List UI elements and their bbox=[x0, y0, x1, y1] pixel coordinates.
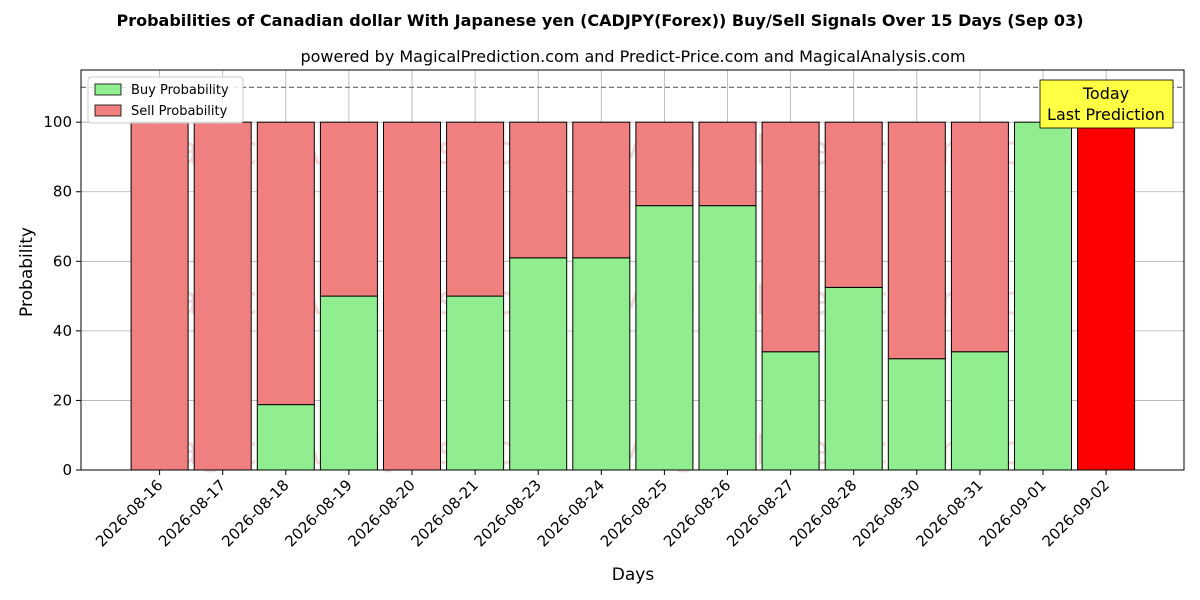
x-tick-label: 2026-08-23 bbox=[471, 476, 545, 550]
y-tick-label: 100 bbox=[43, 113, 72, 131]
chart-subtitle: powered by MagicalPrediction.com and Pre… bbox=[300, 47, 965, 66]
legend: Buy Probability Sell Probability bbox=[87, 76, 244, 124]
y-axis-label: Probability bbox=[17, 227, 37, 317]
annotation-line1: Today bbox=[1082, 84, 1129, 103]
x-tick-label: 2026-08-25 bbox=[597, 476, 671, 550]
bar-sell-2026-08-31 bbox=[950, 121, 1009, 353]
x-tick-label: 2026-08-28 bbox=[786, 476, 860, 550]
plot-frame bbox=[80, 69, 1185, 471]
x-tick-layer: 2026-08-162026-08-172026-08-182026-08-19… bbox=[92, 470, 1113, 550]
bar-sell-2026-09-02 bbox=[1077, 121, 1136, 471]
bar-sell-2026-08-25 bbox=[635, 121, 694, 207]
x-tick-label: 2026-08-18 bbox=[218, 476, 292, 550]
x-tick-label: 2026-08-31 bbox=[912, 476, 986, 550]
legend-swatch-sell bbox=[94, 104, 122, 117]
bar-sell-2026-08-16 bbox=[130, 121, 189, 471]
x-tick-label: 2026-08-20 bbox=[344, 476, 418, 550]
bar-buy-2026-08-26 bbox=[698, 205, 757, 471]
y-tick-label: 40 bbox=[53, 322, 72, 340]
x-tick-label: 2026-08-26 bbox=[660, 476, 734, 550]
bar-layer bbox=[130, 121, 1136, 471]
legend-label-sell: Sell Probability bbox=[131, 104, 228, 119]
bar-buy-2026-08-21 bbox=[446, 295, 505, 471]
bar-sell-2026-08-26 bbox=[698, 121, 757, 207]
y-tick-label: 80 bbox=[53, 183, 72, 201]
y-tick-label: 20 bbox=[53, 391, 72, 409]
bar-buy-2026-08-31 bbox=[950, 351, 1009, 471]
bar-buy-2026-09-01 bbox=[1014, 121, 1072, 471]
bar-sell-2026-08-30 bbox=[887, 121, 946, 360]
annotation-box bbox=[1039, 79, 1174, 129]
legend-swatch-buy bbox=[94, 83, 122, 96]
annotation-line2: Last Prediction bbox=[1047, 105, 1165, 124]
bar-sell-2026-08-27 bbox=[761, 121, 820, 353]
bar-sell-2026-08-28 bbox=[824, 121, 883, 288]
x-tick-label: 2026-08-19 bbox=[281, 476, 355, 550]
y-tick-label: 0 bbox=[62, 461, 72, 479]
x-tick-label: 2026-08-17 bbox=[155, 476, 229, 550]
bar-sell-2026-08-24 bbox=[572, 121, 631, 259]
bar-buy-2026-08-27 bbox=[761, 351, 820, 471]
x-axis-label: Days bbox=[612, 565, 655, 585]
x-tick-label: 2026-08-21 bbox=[408, 476, 482, 550]
bar-buy-2026-08-28 bbox=[824, 286, 883, 471]
x-tick-label: 2026-09-01 bbox=[975, 476, 1049, 550]
bar-sell-2026-08-18 bbox=[256, 121, 315, 406]
legend-box bbox=[87, 76, 244, 124]
bar-sell-2026-08-17 bbox=[193, 121, 252, 471]
x-tick-label: 2026-08-16 bbox=[92, 476, 166, 550]
bar-sell-2026-08-21 bbox=[446, 121, 505, 297]
x-tick-label: 2026-09-02 bbox=[1039, 476, 1113, 550]
bar-buy-2026-08-19 bbox=[319, 295, 378, 471]
bar-buy-2026-08-30 bbox=[887, 358, 946, 471]
bar-sell-2026-08-20 bbox=[383, 121, 441, 471]
bar-buy-2026-08-25 bbox=[635, 205, 694, 471]
x-tick-label: 2026-08-24 bbox=[534, 476, 608, 550]
y-tick-label: 60 bbox=[53, 252, 72, 270]
bar-sell-2026-08-19 bbox=[319, 121, 378, 297]
bar-buy-2026-08-24 bbox=[572, 257, 631, 471]
today-annotation: Today Last Prediction bbox=[1039, 79, 1174, 129]
x-tick-label: 2026-08-27 bbox=[723, 476, 797, 550]
bar-buy-2026-08-23 bbox=[509, 257, 568, 471]
y-tick-layer: 0 20 40 60 80 100 bbox=[43, 113, 81, 479]
bar-buy-2026-08-18 bbox=[256, 404, 315, 471]
chart-title: Probabilities of Canadian dollar With Ja… bbox=[116, 11, 1083, 30]
legend-label-buy: Buy Probability bbox=[131, 83, 229, 98]
x-tick-label: 2026-08-30 bbox=[849, 476, 923, 550]
bar-sell-2026-08-23 bbox=[509, 121, 568, 259]
